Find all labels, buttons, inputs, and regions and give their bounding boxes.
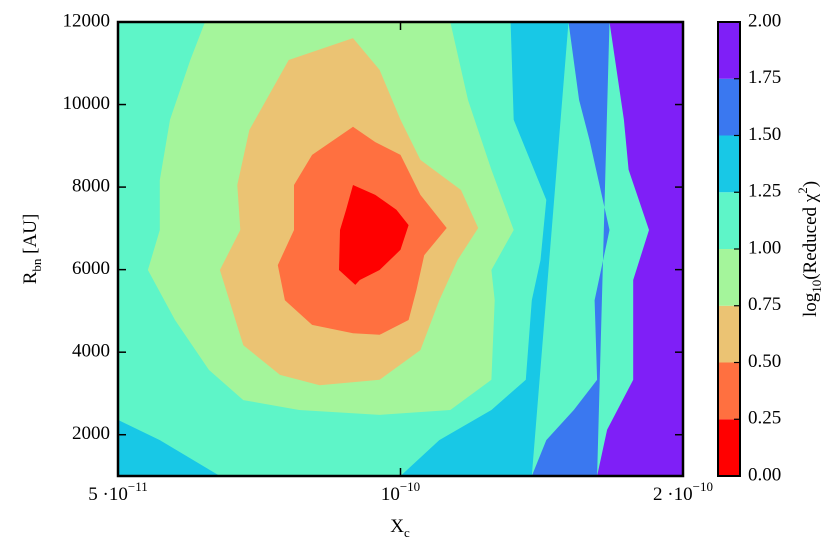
x-tick-label: 2 ·10−10 (653, 479, 713, 505)
plot-frame (116, 20, 685, 478)
x-axis-label: Xc (390, 516, 410, 540)
contour-region (400, 22, 569, 476)
colorbar-segment (718, 192, 740, 249)
x-tick-label-base: 10 (381, 484, 400, 505)
y-label-main: R (20, 271, 41, 284)
x-label-sub: c (404, 525, 410, 540)
y-tick-label: 10000 (63, 93, 111, 114)
colorbar-segment (718, 419, 740, 476)
colorbar-segment (718, 22, 740, 79)
x-tick-label-base: 2 ·10 (653, 484, 693, 505)
colorbar-tick-label: 1.25 (748, 181, 781, 202)
contour-region (118, 419, 220, 476)
colorbar-tick-label: 2.00 (748, 10, 781, 31)
y-tick-label: 12000 (63, 10, 111, 31)
cb-label-end: ) (800, 181, 821, 187)
colorbar-segment (718, 362, 740, 420)
y-tick-label: 6000 (72, 258, 110, 279)
cb-label-sub: 10 (809, 280, 824, 293)
x-tick-label: 10−10 (381, 479, 420, 505)
y-tick-label: 4000 (72, 341, 110, 362)
y-tick-label: 2000 (72, 423, 110, 444)
colorbar-tick-label: 1.50 (748, 124, 781, 145)
colorbar-tick-label: 0.00 (748, 464, 781, 485)
colorbar-label: log10(Reduced χ2) (795, 181, 824, 317)
contours (118, 22, 683, 476)
colorbar-frame (717, 21, 741, 477)
x-label-main: X (390, 516, 404, 537)
y-tick-label: 8000 (72, 175, 110, 196)
x-tick-label: 5 ·10−11 (88, 479, 147, 505)
x-tick-label-base: 5 ·10 (88, 484, 128, 505)
x-tick-label-exp: −10 (693, 479, 713, 494)
y-label-rest: [AU] (20, 214, 41, 259)
colorbar-segment (718, 78, 740, 136)
colorbar-tick-label: 0.25 (748, 408, 781, 429)
plot-area (118, 22, 683, 476)
colorbar-tick-label: 0.75 (748, 294, 781, 315)
x-tick-label-exp: −10 (400, 479, 420, 494)
colorbar-tick-label: 1.00 (748, 237, 781, 258)
y-label-sub: bn (29, 258, 44, 272)
colorbar-tick-label: 0.50 (748, 351, 781, 372)
cb-label-sup: 2 (795, 187, 810, 194)
contour-region (339, 185, 409, 285)
cb-label-mid: (Reduced χ (800, 193, 821, 280)
colorbar-segment (718, 135, 740, 193)
contour-region (531, 22, 610, 476)
y-axis-label: Rbn [AU] (20, 214, 44, 285)
colorbar-tick-label: 1.75 (748, 67, 781, 88)
colorbar-segment (718, 305, 740, 363)
contour-region (597, 22, 683, 476)
colorbar-segment (718, 249, 740, 306)
cb-label-log: log (800, 292, 821, 317)
x-tick-label-exp: −11 (128, 479, 148, 494)
